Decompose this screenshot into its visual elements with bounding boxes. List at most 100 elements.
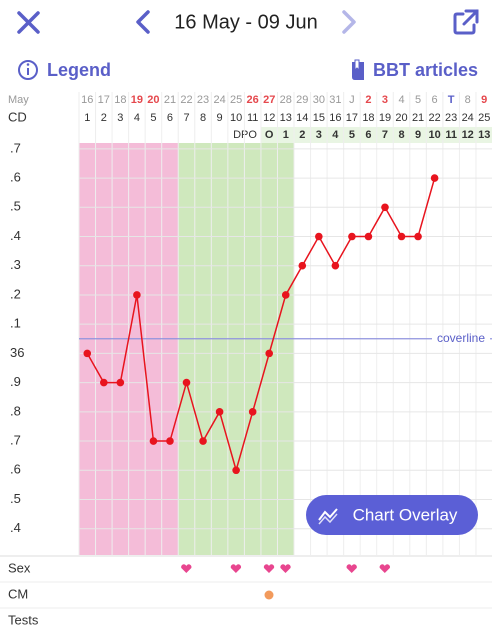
date-label: 20: [147, 94, 159, 106]
cd-label: 20: [395, 112, 407, 124]
date-label: 19: [131, 94, 143, 106]
temperature-point: [100, 378, 108, 387]
dpo-day: 4: [332, 129, 339, 141]
date-label: 25: [230, 94, 242, 106]
dpo-label: DPO: [233, 129, 257, 141]
dpo-day: 10: [428, 129, 440, 141]
date-label: 26: [247, 94, 259, 106]
cd-label: 13: [280, 112, 292, 124]
cd-label: 15: [313, 112, 325, 124]
date-label: 27: [263, 94, 275, 106]
cd-label: 6: [167, 112, 173, 124]
share-button[interactable]: [453, 9, 479, 35]
dpo-day: 9: [415, 129, 421, 141]
date-label: 2: [365, 94, 371, 106]
cd-label: 3: [117, 112, 123, 124]
date-label: 5: [415, 94, 421, 106]
cd-label: 2: [101, 112, 107, 124]
y-tick-label: 36: [10, 345, 24, 360]
y-tick-label: .3: [10, 257, 21, 272]
y-tick-label: .1: [10, 316, 21, 331]
y-tick-label: .6: [10, 170, 21, 185]
dpo-day: 7: [382, 129, 388, 141]
cd-label: 25: [478, 112, 490, 124]
temperature-point: [199, 437, 207, 445]
cd-label: 22: [428, 112, 440, 124]
fertile-band: [178, 143, 294, 555]
y-tick-label: .5: [10, 491, 21, 506]
dpo-day: 11: [445, 129, 457, 141]
temperature-point: [397, 232, 406, 241]
date-label: 18: [114, 94, 126, 106]
cd-label: 1: [84, 112, 90, 124]
date-label: 6: [432, 94, 438, 106]
y-tick-label: .4: [10, 228, 21, 243]
dpo-day: 12: [462, 129, 474, 141]
temperature-point: [215, 408, 224, 416]
temperature-point: [414, 232, 422, 241]
temperature-point: [331, 261, 340, 270]
temperature-point: [166, 437, 174, 445]
temperature-point: [248, 408, 257, 416]
date-label: 8: [465, 94, 471, 106]
y-tick-label: .4: [10, 520, 21, 535]
cd-label: 18: [362, 112, 374, 124]
articles-label[interactable]: BBT articles: [373, 60, 478, 80]
cm-icon: [264, 590, 274, 600]
y-tick-label: .7: [10, 432, 21, 447]
temperature-point: [133, 291, 141, 299]
cd-label: 21: [412, 112, 424, 124]
temperature-point: [381, 203, 389, 212]
date-label: 28: [280, 94, 292, 106]
date-label: 4: [398, 94, 404, 106]
bottom-rows: [0, 555, 492, 640]
chart-overlay-button[interactable]: Chart Overlay: [306, 495, 478, 535]
cd-label: 14: [296, 112, 308, 124]
dpo-day: O: [265, 129, 274, 141]
cd-label: 11: [247, 112, 258, 124]
date-label: 21: [164, 94, 176, 106]
date-label: 30: [313, 94, 325, 106]
temperature-point: [182, 378, 191, 387]
y-tick-label: .5: [10, 199, 21, 214]
cd-label: 23: [445, 112, 457, 124]
temperature-line: [86, 177, 436, 474]
cd-label: 17: [346, 112, 358, 124]
legend-label[interactable]: Legend: [47, 60, 111, 80]
temperature-point: [348, 232, 356, 241]
cd-label: 4: [134, 112, 140, 124]
temperature-point: [232, 466, 240, 475]
date-label: 16: [81, 94, 93, 106]
y-tick-label: .8: [10, 403, 21, 418]
close-button[interactable]: [17, 11, 40, 34]
date-label: 29: [296, 94, 308, 106]
next-button[interactable]: [342, 10, 356, 34]
date-label: 3: [382, 94, 388, 106]
dpo-day: 1: [283, 129, 289, 141]
temperature-point: [265, 349, 274, 358]
dpo-day: 6: [365, 129, 371, 141]
temperature-point: [116, 378, 125, 387]
dpo-day: 2: [299, 129, 305, 141]
temperature-point: [83, 349, 92, 358]
month-label: May: [8, 94, 29, 106]
tests-label: Tests: [8, 612, 39, 627]
cd-label: CD: [8, 109, 27, 124]
prev-button[interactable]: [136, 10, 150, 34]
temperature-point: [364, 232, 373, 241]
cd-label: 10: [230, 112, 242, 124]
cd-label: 9: [217, 112, 223, 124]
articles-button[interactable]: BBT articles: [352, 59, 478, 80]
cd-label: 24: [462, 112, 474, 124]
temperature-point: [281, 291, 290, 299]
cd-label: 8: [200, 112, 206, 124]
y-tick-label: .9: [10, 374, 21, 389]
date-label: 24: [213, 94, 225, 106]
sex-icons: [181, 564, 390, 573]
temperature-point: [298, 261, 307, 270]
dpo-day: 5: [349, 129, 355, 141]
legend-button[interactable]: Legend: [18, 60, 111, 80]
chart-overlay-label[interactable]: Chart Overlay: [353, 505, 458, 524]
date-label: J: [349, 94, 355, 106]
